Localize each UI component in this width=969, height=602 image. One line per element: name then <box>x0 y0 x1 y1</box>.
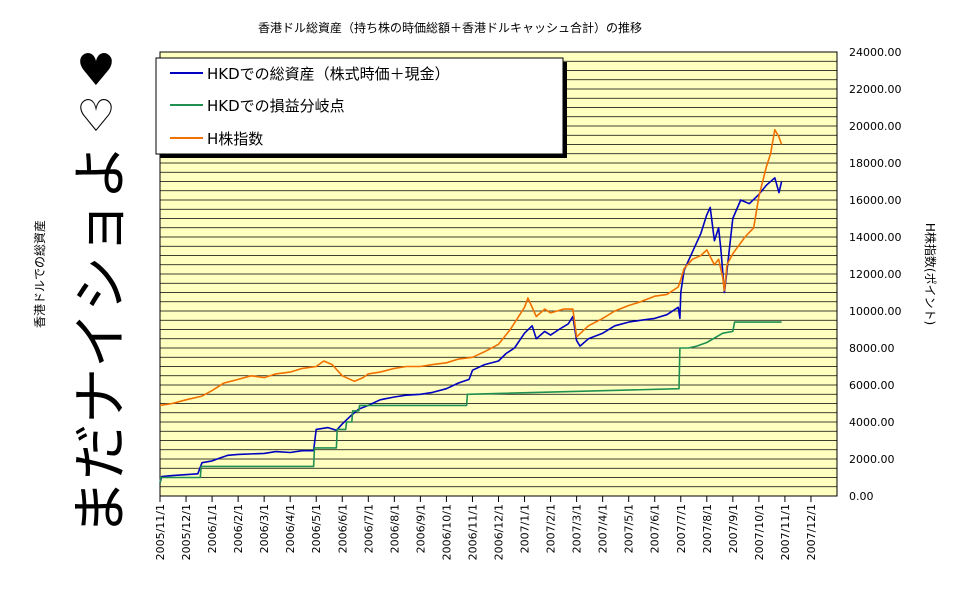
x-tick-label: 2006/4/1 <box>284 504 297 553</box>
y-tick-label: 8000.00 <box>849 342 895 355</box>
y-tick-label: 10000.00 <box>849 305 902 318</box>
heart-filled-icon: ♥ <box>76 45 115 96</box>
x-tick-label: 2007/1/1 <box>519 504 532 553</box>
x-tick-label: 2006/6/1 <box>336 504 349 553</box>
x-tick-label: 2007/8/1 <box>701 504 714 553</box>
legend-label-breakeven: HKDでの損益分岐点 <box>207 97 345 115</box>
y-tick-labels: 0.00 2000.00 4000.00 6000.00 8000.00 10000.00… <box>849 46 902 503</box>
chart-title: 香港ドル総資産（持ち株の時価総額＋香港ドルキャッシュ合計）の推移 <box>258 20 642 35</box>
series-line-2 <box>159 128 783 407</box>
x-tick-marks <box>159 496 812 502</box>
x-tick-label: 2007/3/1 <box>571 504 584 553</box>
x-tick-label: 2007/5/1 <box>623 504 636 553</box>
x-tick-label: 2005/11/1 <box>154 504 167 560</box>
y-tick-label: 24000.00 <box>849 46 902 59</box>
y-tick-label: 14000.00 <box>849 231 902 244</box>
x-tick-label: 2006/11/1 <box>466 504 479 560</box>
x-tick-label: 2006/3/1 <box>258 504 271 553</box>
y-tick-label: 18000.00 <box>849 157 902 170</box>
x-tick-label: 2006/7/1 <box>362 504 375 553</box>
y-tick-label: 0.00 <box>849 490 874 503</box>
legend-box <box>155 57 564 155</box>
y-tick-label: 2000.00 <box>849 453 895 466</box>
x-tick-label: 2006/10/1 <box>440 504 453 560</box>
x-tick-label: 2007/11/1 <box>779 504 792 560</box>
x-tick-label: 2006/1/1 <box>206 504 219 553</box>
x-tick-label: 2007/12/1 <box>805 504 818 560</box>
x-tick-label: 2007/4/1 <box>597 504 610 553</box>
hearts-decoration: ♥ ♡ <box>76 45 115 142</box>
x-tick-label: 2007/2/1 <box>545 504 558 553</box>
y-tick-label: 20000.00 <box>849 120 902 133</box>
y-tick-label: 16000.00 <box>849 194 902 207</box>
legend: HKDでの総資産（株式時価＋現金） HKDでの損益分岐点 H株指数 <box>155 57 567 158</box>
x-tick-label: 2006/2/1 <box>232 504 245 553</box>
x-tick-label: 2007/6/1 <box>649 504 662 553</box>
y-tick-label: 6000.00 <box>849 379 895 392</box>
legend-label-total-assets: HKDでの総資産（株式時価＋現金） <box>207 65 450 83</box>
series-line-0 <box>159 177 783 484</box>
legend-label-h-shares-index: H株指数 <box>207 130 263 148</box>
x-tick-label: 2007/9/1 <box>727 504 740 553</box>
x-tick-label: 2006/9/1 <box>414 504 427 553</box>
x-tick-label: 2007/7/1 <box>675 504 688 553</box>
vertical-message: まだナイショよ <box>69 144 134 536</box>
x-tick-label: 2006/8/1 <box>388 504 401 553</box>
x-tick-label: 2006/12/1 <box>493 504 506 560</box>
series-line-1 <box>159 321 782 484</box>
heart-outline-icon: ♡ <box>76 91 115 142</box>
y-tick-label: 4000.00 <box>849 416 895 429</box>
series-lines <box>159 128 783 484</box>
x-tick-label: 2005/12/1 <box>180 504 193 560</box>
left-axis-title: 香港ドルでの総資産 <box>32 220 47 328</box>
x-tick-labels: 2005/11/1 2005/12/1 2006/1/1 2006/2/1 2006/3… <box>154 504 818 560</box>
y-tick-label: 22000.00 <box>849 83 902 96</box>
y-tick-label: 12000.00 <box>849 268 902 281</box>
x-tick-label: 2007/10/1 <box>753 504 766 560</box>
right-axis-title: H株指数(ポイント) <box>923 223 938 325</box>
x-tick-label: 2006/5/1 <box>310 504 323 553</box>
